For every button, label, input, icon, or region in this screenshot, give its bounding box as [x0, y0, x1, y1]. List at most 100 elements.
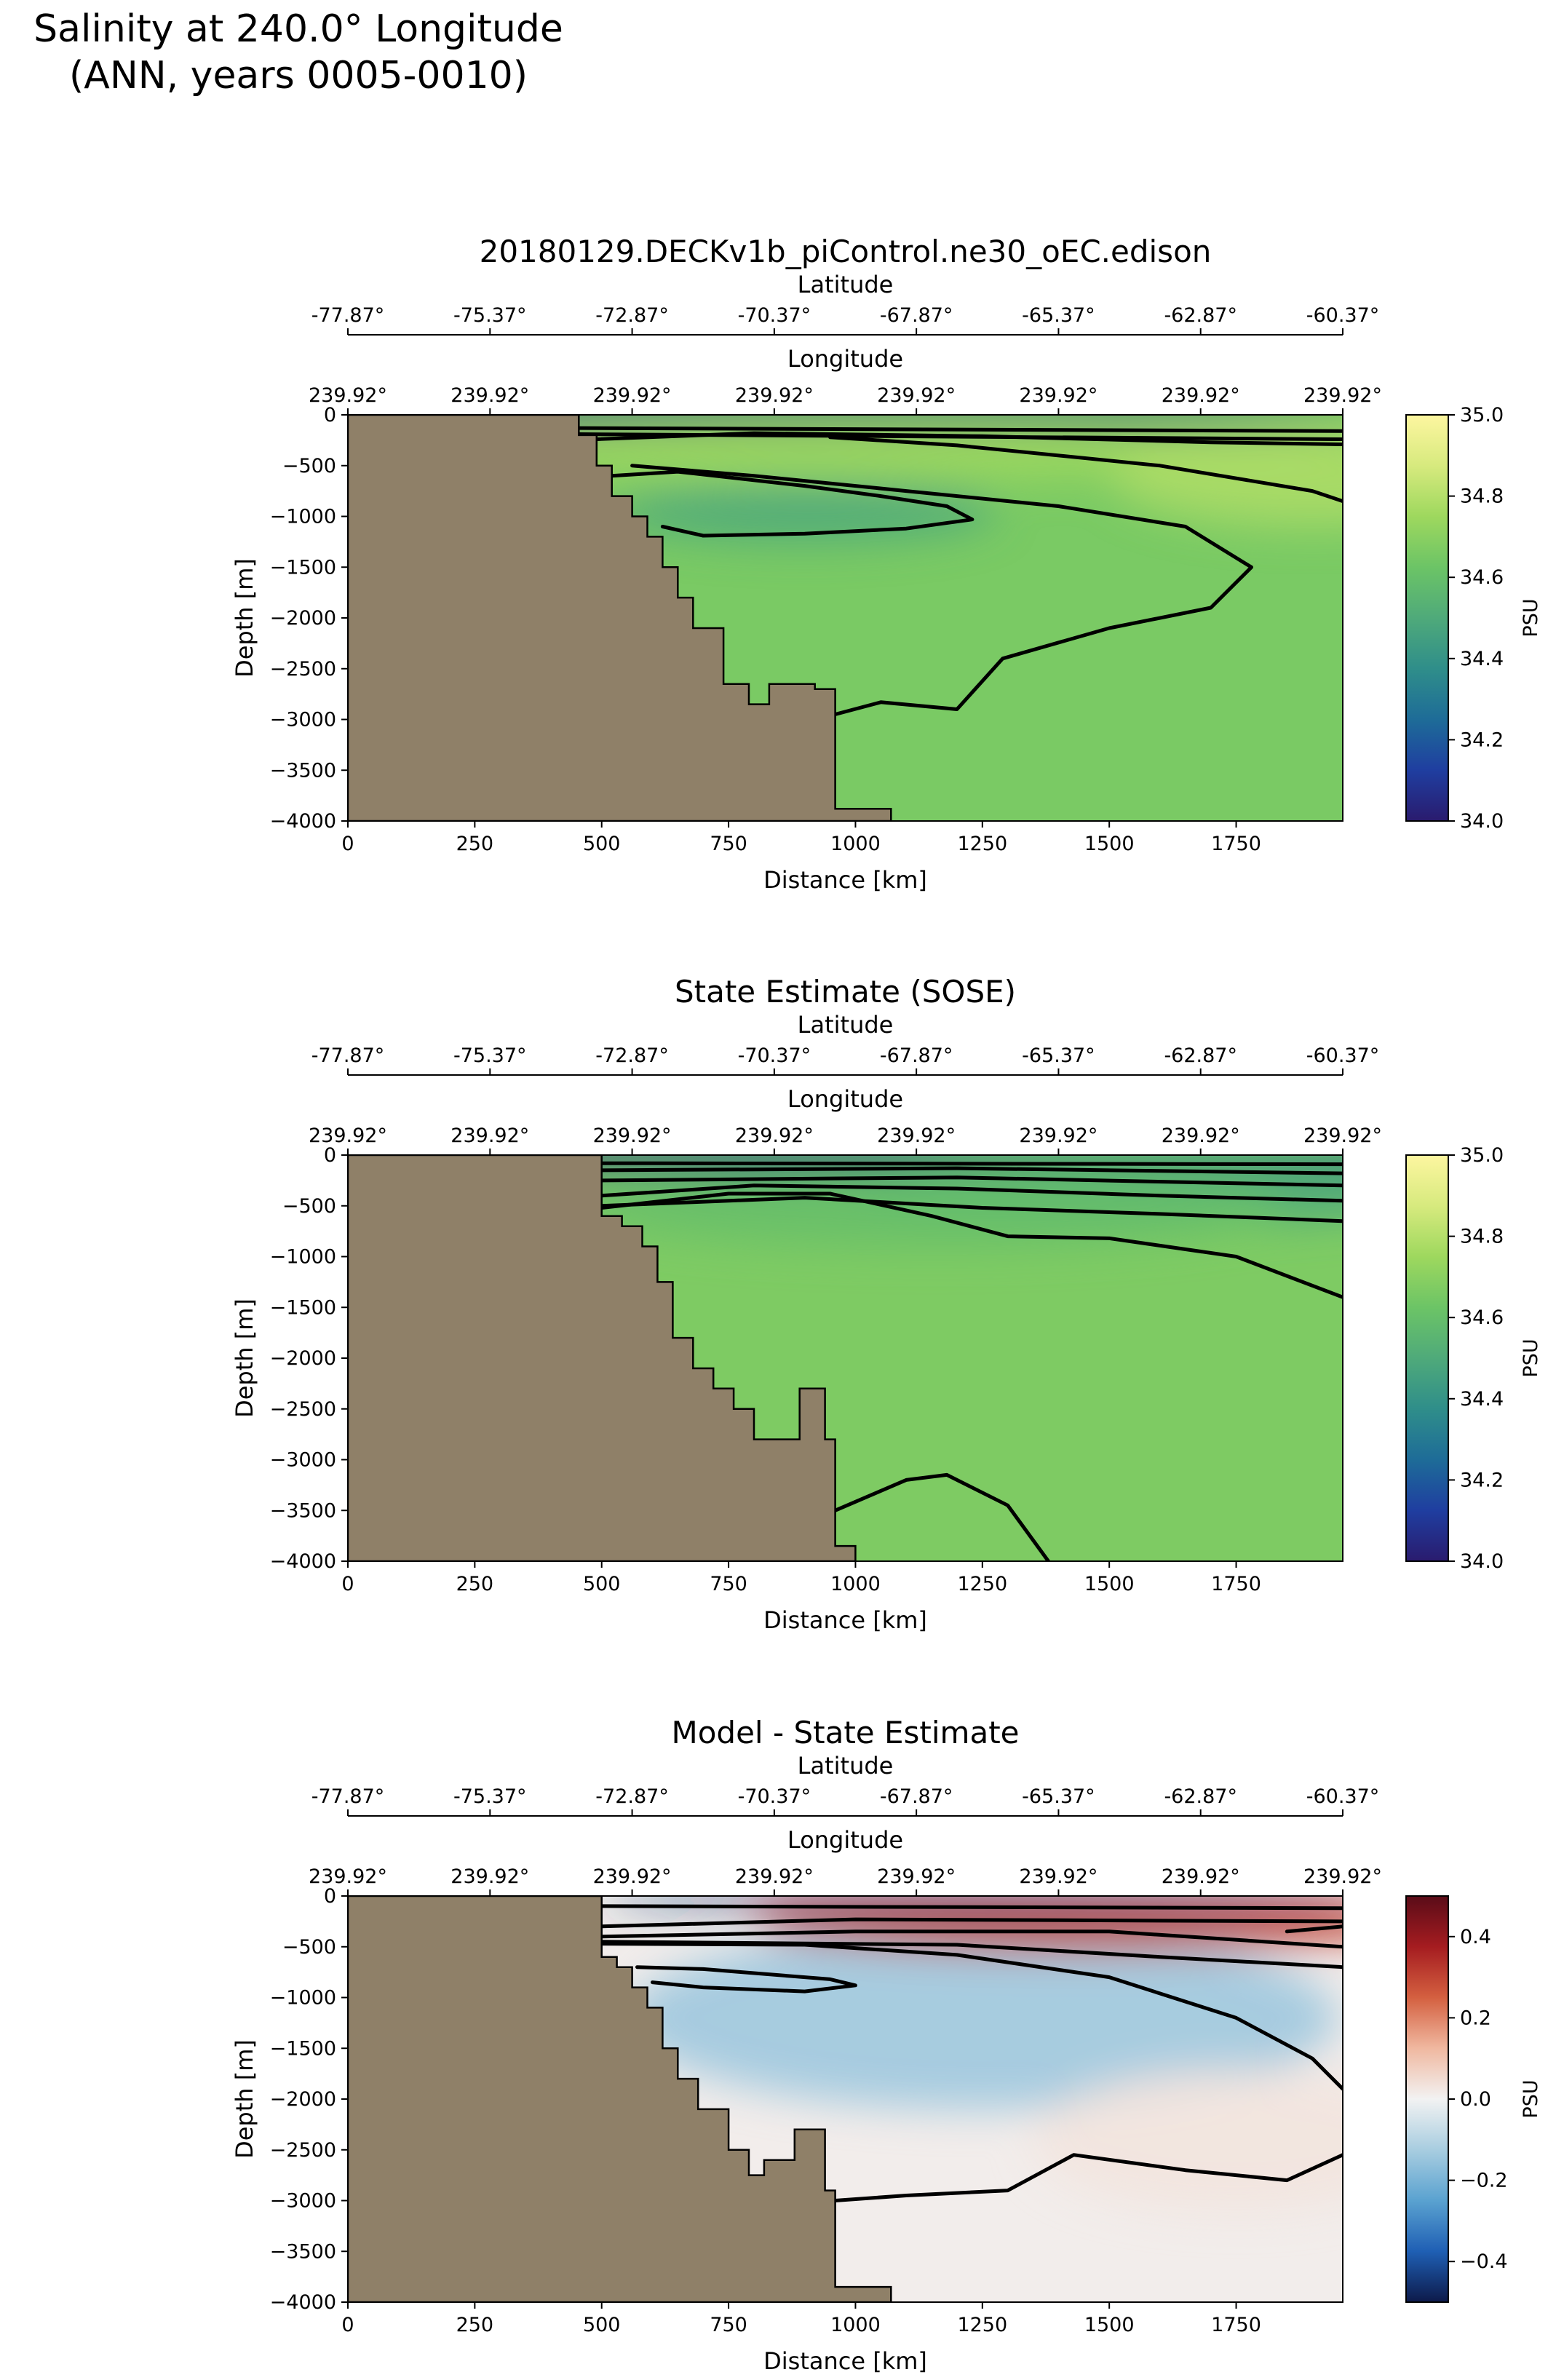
x-tick-label: 500: [583, 1573, 621, 1595]
y-tick-label: −3000: [270, 2190, 336, 2213]
contour-line: [600, 1904, 1343, 1911]
longitude-axis-label: Longitude: [787, 345, 903, 373]
x-tick-label: 1500: [1084, 2314, 1135, 2336]
contour-line: [1285, 1924, 1343, 1934]
y-tick-label: −3000: [270, 1449, 336, 1472]
longitude-tick-label: 239.92°: [309, 1865, 387, 1888]
y-axis-label: Depth [m]: [231, 2039, 258, 2159]
longitude-tick-label: 239.92°: [593, 384, 672, 407]
contour-line: [576, 426, 1343, 433]
x-tick-label: 1250: [957, 1573, 1007, 1595]
latitude-tick-label: -75.37°: [453, 1785, 527, 1808]
latitude-axis-label: Latitude: [798, 1752, 894, 1780]
y-tick-label: −500: [282, 455, 336, 477]
y-axis-label: Depth [m]: [231, 558, 258, 678]
colorbar-tick-label: 35.0: [1460, 1144, 1504, 1167]
latitude-tick-label: -67.87°: [880, 1785, 953, 1808]
y-tick-label: −1000: [270, 506, 336, 528]
latitude-tick-label: -75.37°: [453, 304, 527, 327]
latitude-tick-label: -75.37°: [453, 1044, 527, 1067]
contour-line: [600, 1191, 1343, 1299]
contour-line: [600, 1929, 1343, 1949]
contour-line: [600, 1917, 1343, 1929]
panel-title: State Estimate (SOSE): [675, 974, 1016, 1009]
colorbar-tick-label: 34.0: [1460, 810, 1504, 833]
contour-line: [630, 464, 1253, 716]
salinity-field: [348, 1155, 1343, 1561]
y-tick-label: −4000: [270, 1550, 336, 1573]
figure-suptitle: Salinity at 240.0° Longitude (ANN, years…: [0, 6, 597, 99]
x-tick-label: 1500: [1084, 833, 1135, 855]
y-tick-label: −3500: [270, 759, 336, 782]
longitude-tick-label: 239.92°: [309, 1124, 387, 1147]
colorbar-tick-label: 34.6: [1460, 1306, 1504, 1329]
longitude-axis-label: Longitude: [787, 1085, 903, 1113]
x-tick-label: 250: [456, 2314, 494, 2336]
colorbar-tick-label: 34.8: [1460, 1226, 1504, 1248]
contour-line: [600, 1161, 1343, 1167]
colorbar-tick-label: 34.6: [1460, 566, 1504, 589]
y-tick-label: −3000: [270, 709, 336, 731]
colorbar-tick-label: 0.2: [1460, 2007, 1491, 2029]
colorbar-label: PSU: [1520, 1338, 1542, 1377]
latitude-tick-label: -62.87°: [1164, 1785, 1237, 1808]
x-axis-label: Distance [km]: [763, 866, 927, 894]
x-tick-label: 750: [710, 2314, 747, 2336]
x-tick-label: 750: [710, 833, 747, 855]
x-tick-label: 1500: [1084, 1573, 1135, 1595]
colorbar-tick-label: 34.4: [1460, 648, 1504, 670]
longitude-tick-label: 239.92°: [593, 1865, 672, 1888]
contour-line: [600, 1175, 1343, 1188]
latitude-tick-label: -60.37°: [1306, 1044, 1380, 1067]
colorbar-tick-label: 35.0: [1460, 404, 1504, 427]
latitude-tick-label: -70.37°: [738, 1044, 811, 1067]
latitude-tick-label: -60.37°: [1306, 1785, 1380, 1808]
latitude-tick-label: -72.87°: [595, 1044, 669, 1067]
y-tick-label: −1000: [270, 1987, 336, 2010]
colorbar-label: PSU: [1520, 2079, 1542, 2118]
contour-line: [600, 1196, 1343, 1223]
y-tick-label: −3500: [270, 1499, 336, 1522]
field-patch: [611, 480, 998, 542]
latitude-axis-label: Latitude: [798, 271, 894, 298]
longitude-tick-label: 239.92°: [1162, 1865, 1240, 1888]
y-tick-label: −1000: [270, 1246, 336, 1269]
x-tick-label: 1750: [1211, 2314, 1261, 2336]
x-tick-label: 1750: [1211, 833, 1261, 855]
latitude-tick-label: -77.87°: [311, 304, 385, 327]
longitude-tick-label: 239.92°: [309, 384, 387, 407]
suptitle-line-2: (ANN, years 0005-0010): [68, 54, 528, 98]
y-tick-label: −500: [282, 1936, 336, 1959]
x-tick-label: 1250: [957, 2314, 1007, 2336]
x-tick-label: 1250: [957, 833, 1007, 855]
colorbar-tick-label: 34.4: [1460, 1388, 1504, 1411]
longitude-tick-label: 239.92°: [450, 384, 529, 407]
latitude-tick-label: -72.87°: [595, 304, 669, 327]
latitude-tick-label: -67.87°: [880, 304, 953, 327]
contour-line: [595, 431, 1343, 446]
longitude-tick-label: 239.92°: [1019, 384, 1097, 407]
contour-line: [828, 435, 1343, 504]
x-axis-label: Distance [km]: [763, 1606, 927, 1634]
colorbar-tick-label: −0.4: [1460, 2250, 1508, 2273]
longitude-tick-label: 239.92°: [593, 1124, 672, 1147]
longitude-tick-label: 239.92°: [1019, 1124, 1097, 1147]
x-tick-label: 1750: [1211, 1573, 1261, 1595]
y-tick-label: −2000: [270, 2088, 336, 2111]
y-tick-label: 0: [324, 1144, 336, 1167]
bathymetry-land: [348, 1155, 857, 1561]
x-tick-label: 750: [710, 1573, 747, 1595]
latitude-tick-label: -62.87°: [1164, 304, 1237, 327]
colorbar-tick-label: 34.2: [1460, 729, 1504, 751]
longitude-tick-label: 239.92°: [1162, 1124, 1240, 1147]
longitude-tick-label: 239.92°: [735, 1865, 814, 1888]
longitude-axis-label: Longitude: [787, 1826, 903, 1854]
panel-1: 20180129.DECKv1b_piControl.ne30_oEC.edis…: [231, 234, 1542, 894]
y-tick-label: 0: [324, 1885, 336, 1908]
contour-line: [600, 1166, 1343, 1175]
longitude-tick-label: 239.92°: [1303, 1124, 1382, 1147]
x-tick-label: 500: [583, 833, 621, 855]
latitude-tick-label: -62.87°: [1164, 1044, 1237, 1067]
longitude-tick-label: 239.92°: [877, 1124, 956, 1147]
